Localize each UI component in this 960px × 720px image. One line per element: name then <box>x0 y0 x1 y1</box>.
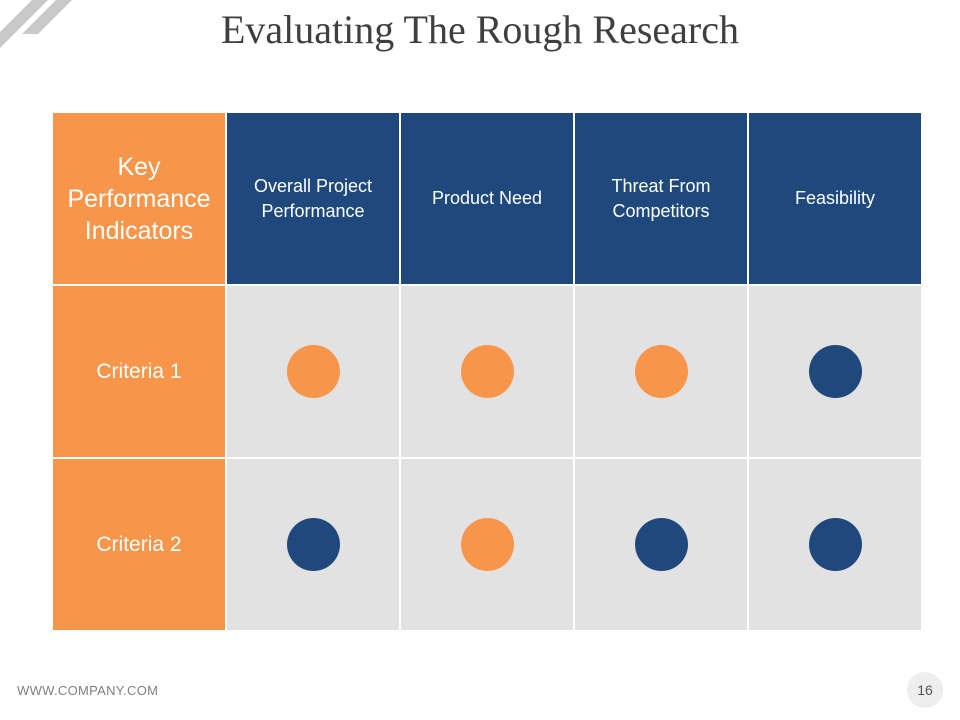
rating-cell <box>227 459 399 630</box>
corner-stripes-decoration <box>0 0 72 48</box>
column-header-product-need: Product Need <box>401 113 573 284</box>
rating-cell <box>749 286 921 457</box>
rating-dot <box>286 518 340 571</box>
rating-dot <box>808 345 862 398</box>
rating-dot <box>460 345 514 398</box>
kpi-header-cell: Key Performance Indicators <box>53 113 225 284</box>
rating-dot <box>286 345 340 398</box>
rating-dot <box>808 518 862 571</box>
rating-dot <box>634 518 688 571</box>
rating-cell <box>749 459 921 630</box>
column-header-overall-project-performance: Overall Project Performance <box>227 113 399 284</box>
rating-cell <box>401 286 573 457</box>
row-label-criteria-1: Criteria 1 <box>53 286 225 457</box>
row-label-criteria-2: Criteria 2 <box>53 459 225 630</box>
column-header-feasibility: Feasibility <box>749 113 921 284</box>
rating-dot <box>460 518 514 571</box>
rating-cell <box>575 459 747 630</box>
footer-website: WWW.COMPANY.COM <box>17 683 159 698</box>
rating-cell <box>575 286 747 457</box>
page-number-badge: 16 <box>907 672 943 708</box>
rating-cell <box>227 286 399 457</box>
kpi-evaluation-table: Key Performance Indicators Overall Proje… <box>53 113 921 630</box>
slide-title: Evaluating The Rough Research <box>220 7 739 52</box>
rating-dot <box>634 345 688 398</box>
rating-cell <box>401 459 573 630</box>
column-header-threat-from-competitors: Threat From Competitors <box>575 113 747 284</box>
